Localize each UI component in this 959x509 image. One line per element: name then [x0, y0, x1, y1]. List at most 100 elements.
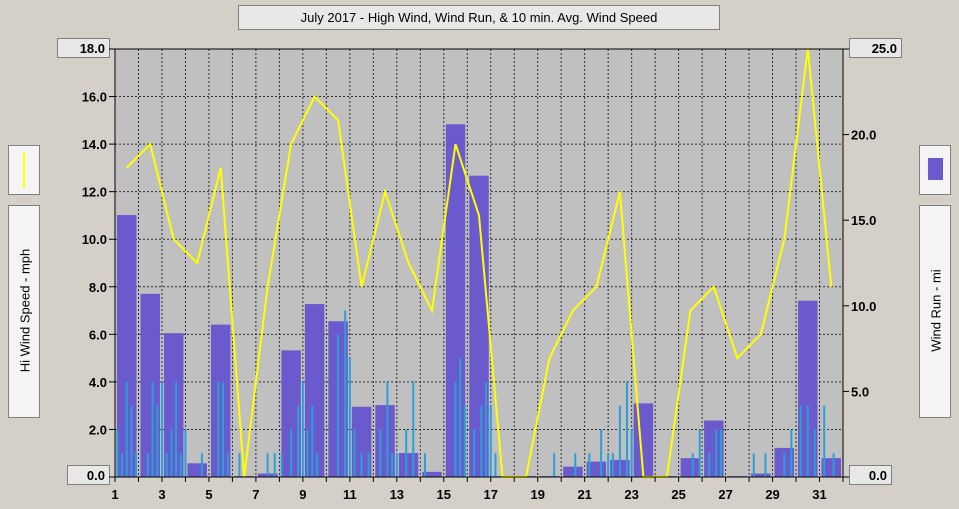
right-axis-bottom-readout: 0.0: [849, 465, 892, 485]
avg-wind-spike: [238, 453, 241, 477]
avg-wind-spike: [574, 453, 577, 477]
left-tick-label: 4.0: [89, 375, 107, 390]
avg-wind-spike: [379, 429, 382, 477]
wind-run-legend-panel: [919, 145, 951, 195]
x-tick-label: 13: [390, 487, 404, 502]
avg-wind-spike: [698, 429, 701, 477]
left-tick-label: 10.0: [82, 232, 107, 247]
left-tick-label: 8.0: [89, 280, 107, 295]
avg-wind-spike: [454, 381, 457, 477]
wind-run-bar: [187, 463, 207, 477]
avg-wind-spike: [266, 453, 269, 477]
wind-run-bar: [351, 406, 372, 477]
x-tick-label: 27: [718, 487, 732, 502]
avg-wind-spike: [315, 453, 318, 477]
avg-wind-spike: [156, 405, 159, 477]
wind-run-bar: [163, 333, 184, 477]
x-tick-label: 25: [671, 487, 685, 502]
hi-wind-legend-panel: [8, 145, 40, 195]
wind-run-bar: [398, 453, 419, 477]
avg-wind-spike: [273, 453, 276, 477]
right-tick-label: 15.0: [851, 213, 876, 228]
x-tick-label: 15: [437, 487, 451, 502]
wind-run-bar: [210, 324, 231, 477]
x-tick-label: 11: [343, 487, 357, 502]
avg-wind-spike: [353, 429, 356, 477]
avg-wind-spike: [160, 381, 163, 477]
avg-wind-spike: [151, 381, 154, 477]
right-tick-label: 20.0: [851, 128, 876, 143]
avg-wind-spike: [719, 429, 722, 477]
avg-wind-spike: [125, 381, 128, 477]
left-tick-label: 12.0: [82, 185, 107, 200]
x-tick-label: 1: [111, 487, 118, 502]
avg-wind-spike: [130, 405, 133, 477]
avg-wind-spike: [423, 453, 426, 477]
left-axis-label-panel: Hi Wind Speed - mph: [8, 205, 40, 418]
avg-wind-spike: [625, 381, 628, 477]
avg-wind-spike: [473, 429, 476, 477]
avg-wind-spike: [752, 453, 755, 477]
avg-wind-spike: [823, 405, 826, 477]
avg-wind-spike: [485, 381, 488, 477]
avg-wind-spike: [391, 453, 394, 477]
x-tick-label: 9: [299, 487, 306, 502]
avg-wind-spike: [715, 429, 718, 477]
avg-wind-spike: [301, 381, 304, 477]
avg-wind-spike: [607, 453, 610, 477]
avg-wind-spike: [337, 334, 340, 477]
left-tick-label: 16.0: [82, 90, 107, 105]
avg-wind-spike: [395, 453, 398, 477]
avg-wind-spike: [367, 453, 370, 477]
wind-run-legend-icon: [928, 158, 943, 180]
avg-wind-spike: [175, 381, 178, 477]
wind-run-bar: [281, 350, 301, 477]
right-axis-label-panel: Wind Run - mi: [919, 205, 951, 418]
avg-wind-spike: [306, 429, 309, 477]
avg-wind-spike: [360, 453, 363, 477]
avg-wind-spike: [348, 358, 351, 477]
wind-run-bar: [563, 466, 583, 477]
left-axis-top-readout: 18.0: [57, 38, 110, 58]
wind-run-bar: [821, 458, 841, 477]
avg-wind-spike: [226, 453, 229, 477]
right-axis-top-readout: 25.0: [849, 38, 902, 58]
avg-wind-spike: [708, 453, 711, 477]
avg-wind-spike: [222, 381, 225, 477]
avg-wind-spike: [790, 429, 793, 477]
x-tick-label: 17: [484, 487, 498, 502]
avg-wind-spike: [630, 429, 633, 477]
x-tick-label: 3: [158, 487, 165, 502]
wind-run-bar: [469, 175, 489, 478]
avg-wind-spike: [463, 405, 466, 477]
avg-wind-spike: [405, 429, 408, 477]
x-tick-label: 31: [812, 487, 826, 502]
wind-run-bar: [751, 473, 771, 477]
avg-wind-spike: [799, 405, 802, 477]
x-tick-label: 7: [252, 487, 259, 502]
avg-wind-spike: [600, 429, 603, 477]
avg-wind-spike: [764, 453, 767, 477]
plot-border: [114, 48, 844, 478]
avg-wind-spike: [290, 429, 293, 477]
x-tick-label: 21: [577, 487, 591, 502]
avg-wind-spike: [494, 453, 497, 477]
x-tick-label: 5: [205, 487, 212, 502]
wind-run-bar: [140, 293, 160, 477]
avg-wind-spike: [691, 453, 694, 477]
avg-wind-spike: [116, 429, 119, 477]
x-tick-label: 23: [624, 487, 638, 502]
right-tick-label: 5.0: [851, 384, 869, 399]
avg-wind-spike: [200, 453, 203, 477]
wind-run-bar: [304, 304, 325, 477]
avg-wind-spike: [280, 453, 283, 477]
avg-wind-spike: [170, 429, 173, 477]
wind-run-bar: [422, 471, 442, 477]
avg-wind-spike: [297, 405, 300, 477]
avg-wind-spike: [480, 405, 483, 477]
hi-wind-legend-icon: [23, 152, 25, 188]
avg-wind-spike: [611, 453, 614, 477]
avg-wind-spike: [459, 358, 462, 477]
wind-run-bar: [798, 300, 818, 477]
x-tick-label: 29: [765, 487, 779, 502]
